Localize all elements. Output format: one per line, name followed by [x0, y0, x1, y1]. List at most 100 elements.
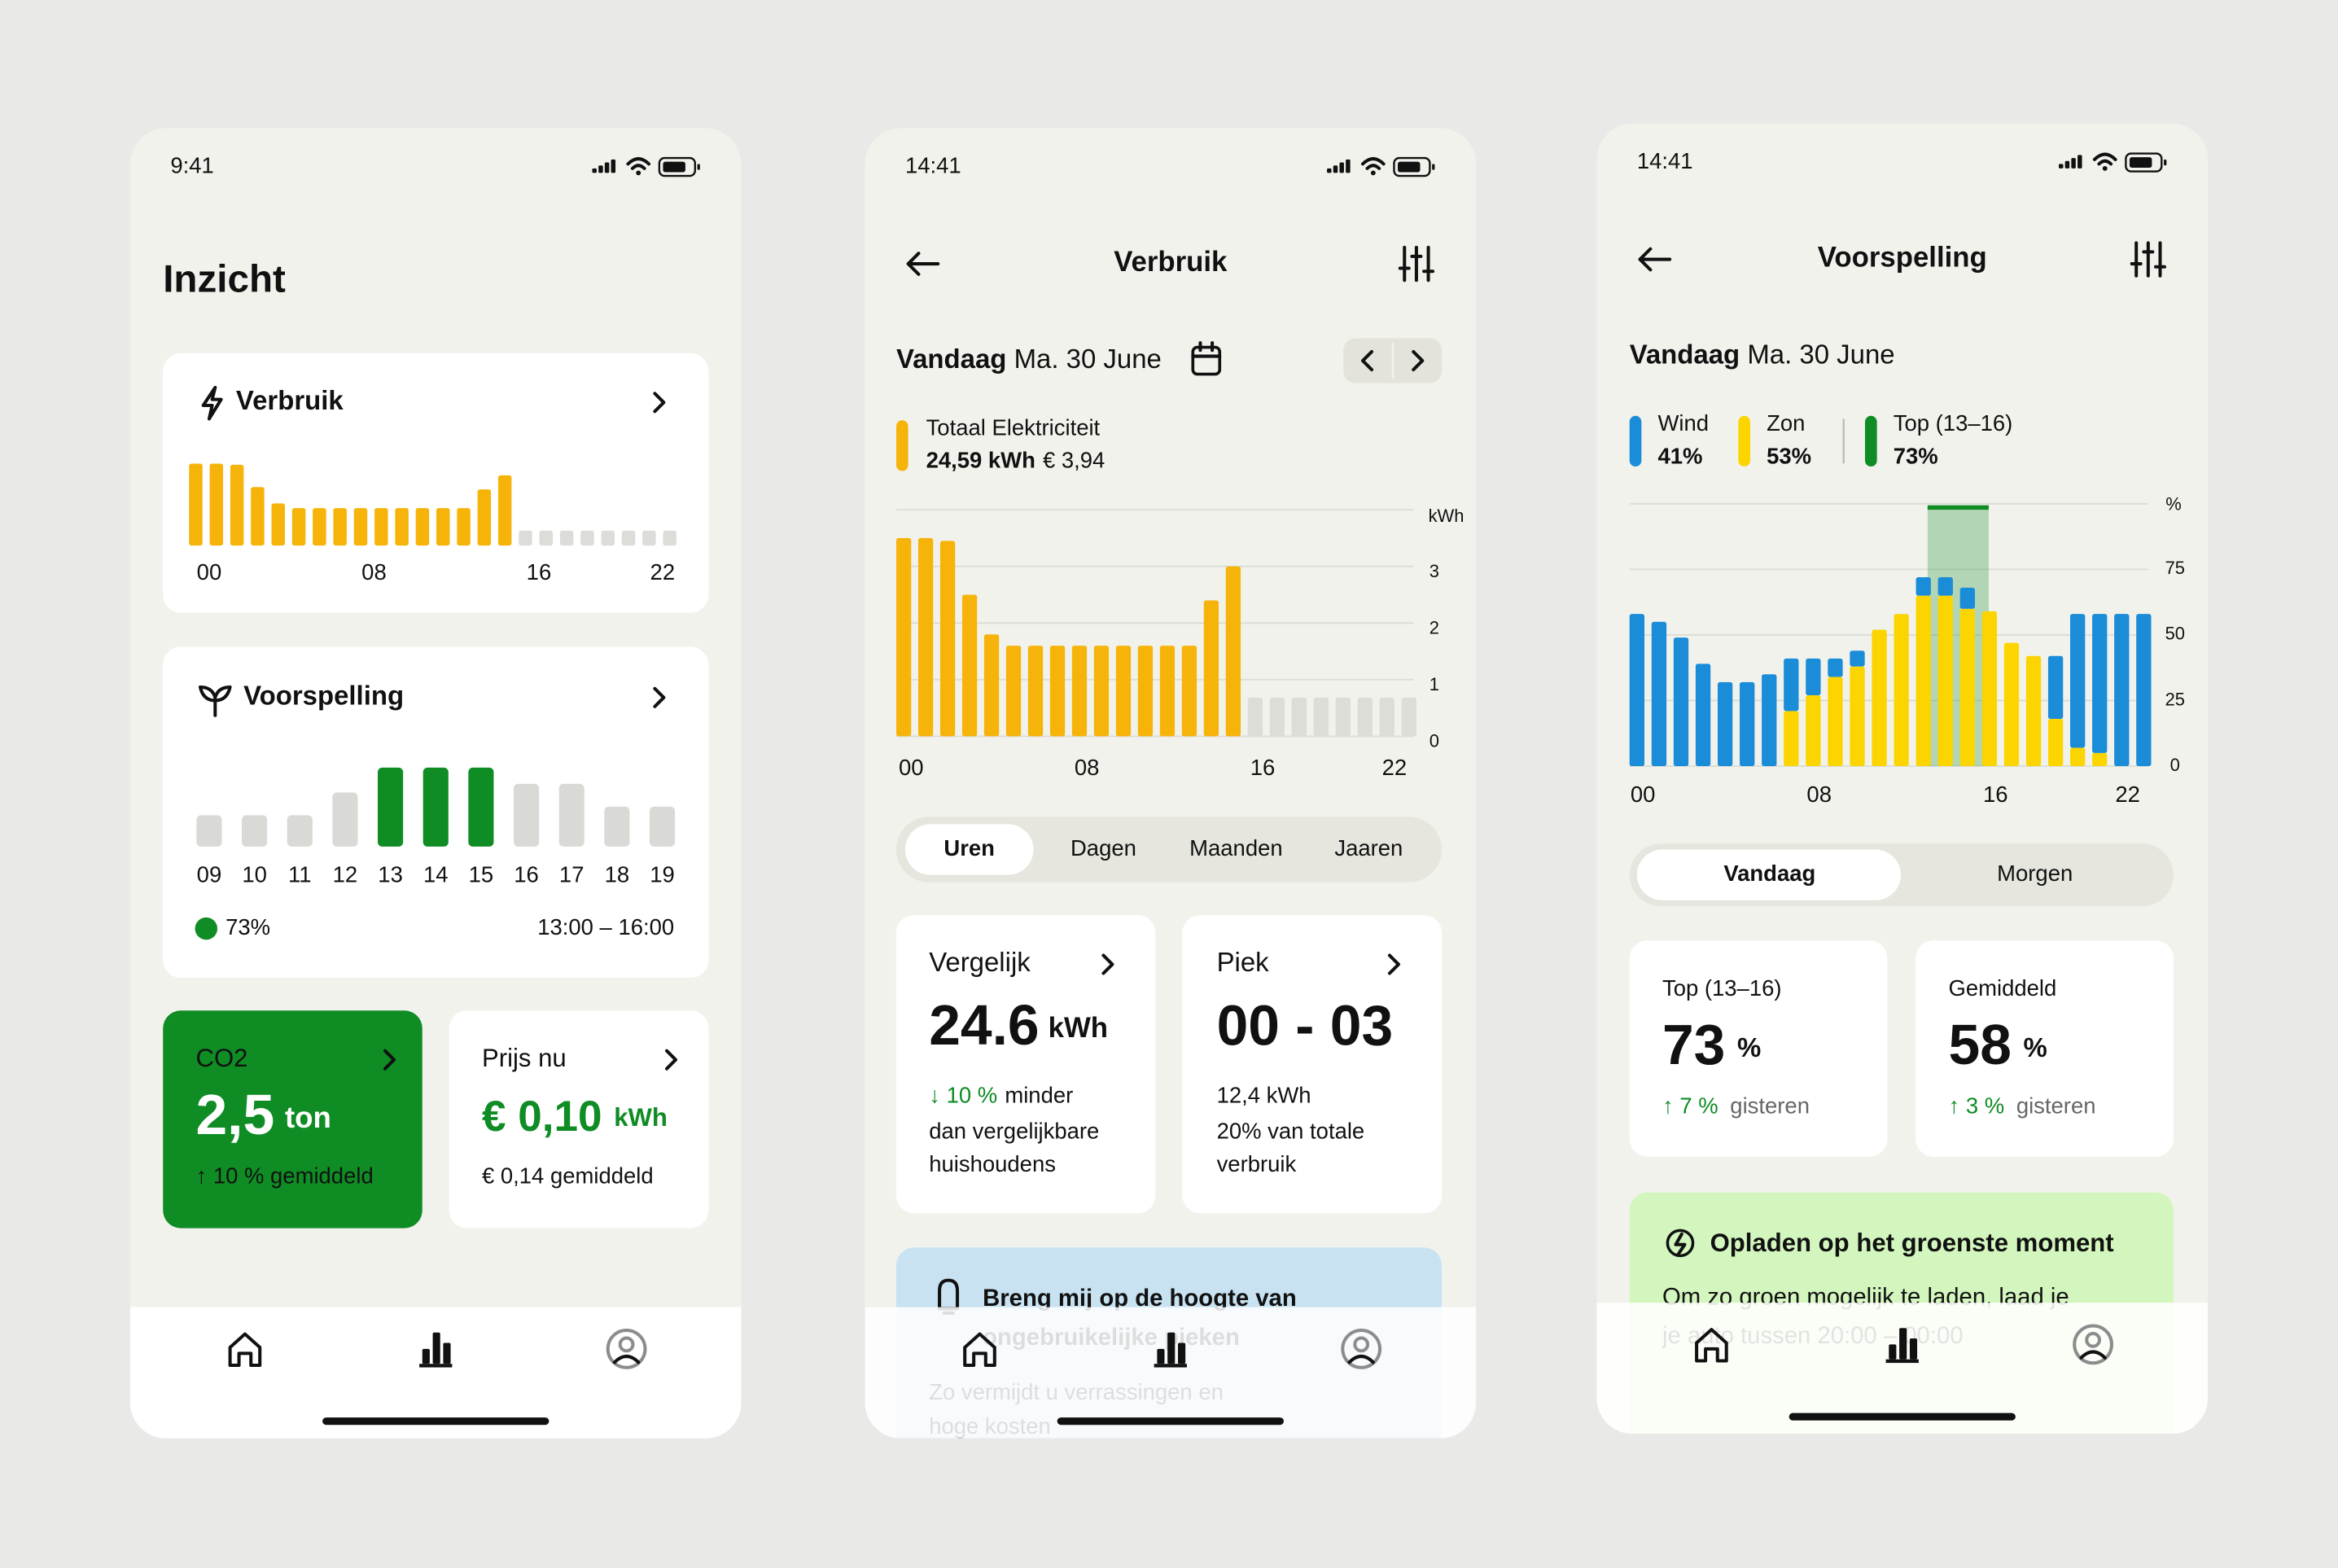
bar [939, 541, 956, 737]
bar-segment [2069, 614, 2086, 748]
wifi-dot [2102, 165, 2108, 171]
chevron [1387, 953, 1400, 975]
y-tick-label: 75 [2165, 558, 2185, 578]
legend-value: 53% [1767, 443, 1811, 468]
card-value-part: % [2024, 1032, 2047, 1062]
home-indicator [322, 1417, 549, 1426]
card-delta-part: ↑ 7 % [1662, 1093, 1718, 1119]
nav-chart-base [419, 1364, 453, 1368]
placeholder-bar [1357, 697, 1373, 737]
card[interactable] [895, 915, 1156, 1214]
card-title: Top (13–16) [1662, 975, 1782, 1001]
x-tick-label: 17 [559, 862, 584, 887]
card-title: Piek [1217, 947, 1270, 977]
bar-segment [1629, 614, 1645, 767]
bar-segment [1784, 711, 1799, 767]
x-tick-label: 19 [650, 862, 675, 887]
compare-delta-part: ↓ 10 % [929, 1083, 997, 1108]
card-value: 73% [1662, 1013, 1761, 1076]
wifi-icon [626, 156, 651, 170]
card[interactable] [449, 1010, 709, 1229]
y-tick-label: 2 [1430, 617, 1439, 637]
highlight-top [1927, 505, 1989, 510]
home-indicator [1057, 1417, 1284, 1426]
nav-profile-head [618, 1336, 635, 1353]
battery-cap [697, 164, 700, 170]
card-value-part: 73 [1662, 1013, 1725, 1076]
signal-bar [1333, 165, 1338, 173]
x-tick-label: 16 [1250, 755, 1276, 780]
bar [395, 508, 409, 546]
bar-segment [2025, 655, 2042, 767]
y-tick-label: 3 [1430, 561, 1439, 581]
date-part: Vandaag [1630, 339, 1740, 369]
bar [242, 815, 268, 847]
card[interactable] [1182, 915, 1443, 1214]
bar-segment [1651, 621, 1667, 767]
bar-segment [1959, 608, 1975, 767]
banner-title: Opladen op het groenste moment [1710, 1229, 2114, 1257]
date-nav-divider [1391, 343, 1394, 379]
battery [1393, 156, 1431, 177]
battery-level [1398, 161, 1421, 173]
legend-label: Top (13–16) [1894, 410, 2013, 436]
card[interactable] [1629, 940, 1888, 1157]
nav-chart-base [1154, 1364, 1187, 1368]
chevron [383, 1049, 396, 1071]
legend-value: 73% [225, 914, 270, 939]
card[interactable] [1915, 940, 2174, 1157]
legend-value: 73% [1894, 443, 1938, 468]
tab: Jaaren [1334, 835, 1403, 861]
x-tick-label: 13 [378, 862, 403, 887]
bar-segment [1806, 658, 1821, 696]
charge-icon [1666, 1229, 1695, 1258]
x-tick-label: 08 [1075, 755, 1100, 780]
date-part: Ma. 30 June [1747, 339, 1894, 369]
phone-screen: 14:41 Verbruik Vandaag Ma. 30 June Totaal El… [865, 128, 1477, 1439]
bar [291, 508, 306, 546]
card-delta: ↑ 7 % gisteren [1662, 1093, 1810, 1119]
card[interactable] [163, 353, 709, 613]
bar [196, 815, 222, 847]
x-tick-label: 16 [514, 862, 539, 887]
bar-segment [1981, 611, 1998, 767]
nav-profile-body [2079, 1350, 2107, 1360]
card-note: ↑ 10 % gemiddeld [195, 1163, 373, 1189]
signal-bar [2077, 155, 2082, 169]
chevron [1101, 953, 1114, 975]
phone: 9:41 Inzicht Verbruik 00 08 16 22 Voorspelling 0… [129, 128, 742, 1439]
x-tick-label: 10 [242, 862, 267, 887]
x-tick-label: 11 [288, 862, 312, 887]
bar [895, 537, 912, 737]
tab-active [1636, 849, 1901, 900]
bar-segment [1850, 666, 1865, 767]
bar-segment [1762, 674, 1777, 767]
co2-value-part: 2,5 [195, 1083, 274, 1146]
nav-profile [606, 1328, 647, 1369]
battery-cap [2164, 159, 2167, 166]
bar [1093, 646, 1110, 737]
nav-profile [1341, 1328, 1382, 1369]
card-delta-part: gisteren [2016, 1093, 2096, 1119]
nav-chart-bar [1177, 1342, 1186, 1364]
placeholder-bar [663, 530, 676, 546]
tab: Uren [944, 835, 995, 861]
date-part: Vandaag [896, 344, 1006, 374]
chevron [653, 392, 666, 414]
calendar-icon [1191, 345, 1222, 376]
signal-bar [1327, 168, 1332, 173]
card[interactable] [163, 1010, 423, 1229]
signal-bar [1339, 162, 1344, 173]
nav-chart-bar [422, 1348, 430, 1364]
bar-segment [1717, 681, 1733, 767]
wifi-icon [2092, 152, 2117, 166]
legend-label: Wind [1658, 410, 1710, 436]
legend-value-part: 24,59 kWh [926, 448, 1035, 473]
y-axis-unit: kWh [1429, 506, 1465, 526]
placeholder-bar [539, 530, 554, 546]
highlight-band [1927, 506, 1989, 767]
status-time: 14:41 [905, 152, 961, 177]
bar-segment [2114, 614, 2130, 767]
x-tick-label: 00 [1631, 782, 1656, 807]
